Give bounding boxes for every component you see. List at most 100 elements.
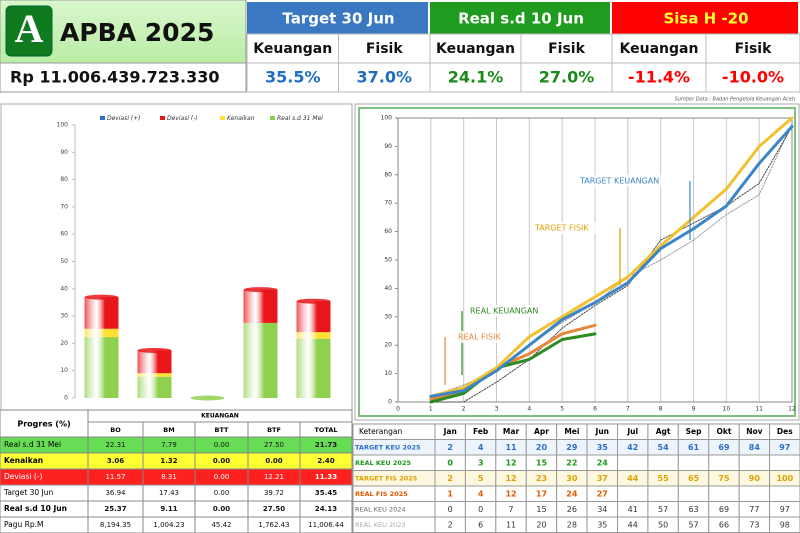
month-header: Jun xyxy=(595,427,609,436)
bar-cap xyxy=(137,347,172,353)
row-label: REAL KEU 2023 xyxy=(355,521,406,529)
cell xyxy=(611,62,707,93)
cell-value: 66 xyxy=(719,520,729,529)
series-line xyxy=(430,126,793,403)
cell-value: 2 xyxy=(448,520,453,529)
cell-value: 20 xyxy=(536,520,546,529)
column-label: Keuangan xyxy=(436,41,515,57)
cell-value: 0 xyxy=(447,458,453,467)
cell xyxy=(299,516,353,533)
cell-value: 24 xyxy=(566,489,578,498)
y-tick-label: 20 xyxy=(60,340,68,347)
cell xyxy=(520,33,613,64)
annotation: TARGET FISIK xyxy=(534,224,589,233)
cell-value: 39.72 xyxy=(264,489,284,497)
title: APBA 2025 xyxy=(60,18,214,47)
group-header-bg xyxy=(612,2,798,34)
y-tick-label: 60 xyxy=(60,231,68,238)
cell xyxy=(0,409,89,438)
bar-segment xyxy=(296,338,331,398)
cell xyxy=(705,62,800,93)
month-header: Nov xyxy=(746,427,762,436)
cell-value: 0.00 xyxy=(213,505,230,513)
annotation: REAL FISIK xyxy=(458,333,501,342)
column-header: BO xyxy=(110,426,121,434)
bar-segment xyxy=(296,332,331,339)
cell-value: 24 xyxy=(597,458,609,467)
cell-value: 7.79 xyxy=(161,441,177,449)
cell-value: 12.21 xyxy=(264,473,284,481)
y-tick-label: 20 xyxy=(384,342,392,349)
annotation: REAL KEUANGAN xyxy=(470,307,538,316)
y-tick-label: 0 xyxy=(388,399,392,406)
cell-value: 4 xyxy=(478,443,484,452)
series-line xyxy=(429,116,794,398)
annotation-bg xyxy=(455,331,514,343)
x-tick-label: 11 xyxy=(755,406,763,413)
cell-value: 0.00 xyxy=(213,457,230,465)
cell xyxy=(769,485,800,502)
row-label: REAL FIS 2025 xyxy=(355,490,408,498)
legend-label: Real s.d 31 Mei xyxy=(277,115,323,122)
bar-segment xyxy=(243,289,278,323)
cell-value: 12 xyxy=(505,474,516,483)
month-header: Jul xyxy=(626,427,638,436)
x-tick-label: 5 xyxy=(560,406,564,413)
row-label: Target 30 Jun xyxy=(3,488,53,497)
source: Sumber Data : Badan Pengelola Keuangan A… xyxy=(675,97,795,103)
cell-value: 84 xyxy=(749,443,761,452)
cell-value: 2 xyxy=(447,474,453,483)
column-label: Keuangan xyxy=(253,41,332,57)
cell-value: 17 xyxy=(536,489,547,498)
annotation-bg xyxy=(532,222,602,234)
column-label: Keuangan xyxy=(620,41,699,57)
cell-value: 75 xyxy=(718,474,730,483)
cell xyxy=(647,454,679,471)
cell-value: 22.31 xyxy=(105,441,125,449)
x-tick-label: 3 xyxy=(495,406,499,413)
kpi-value: -11.4% xyxy=(628,68,690,87)
x-tick-label: 12 xyxy=(788,406,796,413)
cell-value: 11,006.44 xyxy=(308,521,344,529)
cell-value: 34 xyxy=(597,505,607,514)
cell-value: 11 xyxy=(506,520,516,529)
bar-segment xyxy=(84,337,119,398)
cell-value: 2 xyxy=(447,443,453,452)
cell-value: 22 xyxy=(566,458,577,467)
cell xyxy=(769,454,800,471)
bar-segment xyxy=(137,373,172,377)
cell-value: 11.57 xyxy=(105,473,125,481)
logo-box xyxy=(5,5,53,57)
cell-value: 0.00 xyxy=(265,457,282,465)
cell-value: 0 xyxy=(448,505,453,514)
cell xyxy=(647,485,679,502)
cell-value: 50 xyxy=(658,520,668,529)
y-tick-label: 50 xyxy=(60,258,68,265)
month-header: Feb xyxy=(473,427,489,436)
cell-value: 69 xyxy=(719,505,729,514)
bar-segment xyxy=(137,350,172,374)
logo: A xyxy=(15,6,44,51)
column-label: Fisik xyxy=(735,41,772,57)
month-header: Des xyxy=(777,427,793,436)
legend-label: Deviasi (+) xyxy=(107,115,141,122)
y-tick-label: 80 xyxy=(384,171,392,178)
kpi-value: 24.1% xyxy=(448,68,504,87)
month-header: Apr xyxy=(534,427,549,436)
month-header: Jan xyxy=(443,427,457,436)
row-label: Kenaikan xyxy=(4,456,43,465)
y-tick-label: 50 xyxy=(384,257,392,264)
group-title: Sisa H -20 xyxy=(663,10,748,28)
cell-value: 0.00 xyxy=(214,441,230,449)
cell-value: 0.00 xyxy=(214,489,230,497)
kpi-value: 35.5% xyxy=(265,68,321,87)
row-label: Real s.d 31 Mei xyxy=(4,440,61,449)
y-tick-label: 10 xyxy=(60,367,68,374)
cell-value: 37 xyxy=(597,474,608,483)
kpi-value: 37.0% xyxy=(356,68,412,87)
row-label: REAL KEU 2025 xyxy=(355,459,411,467)
cell-value: 3.06 xyxy=(107,457,124,465)
y-tick-label: 10 xyxy=(384,370,392,377)
cell-value: 8.31 xyxy=(161,473,177,481)
annotation: TARGET KEUANGAN xyxy=(579,177,659,186)
